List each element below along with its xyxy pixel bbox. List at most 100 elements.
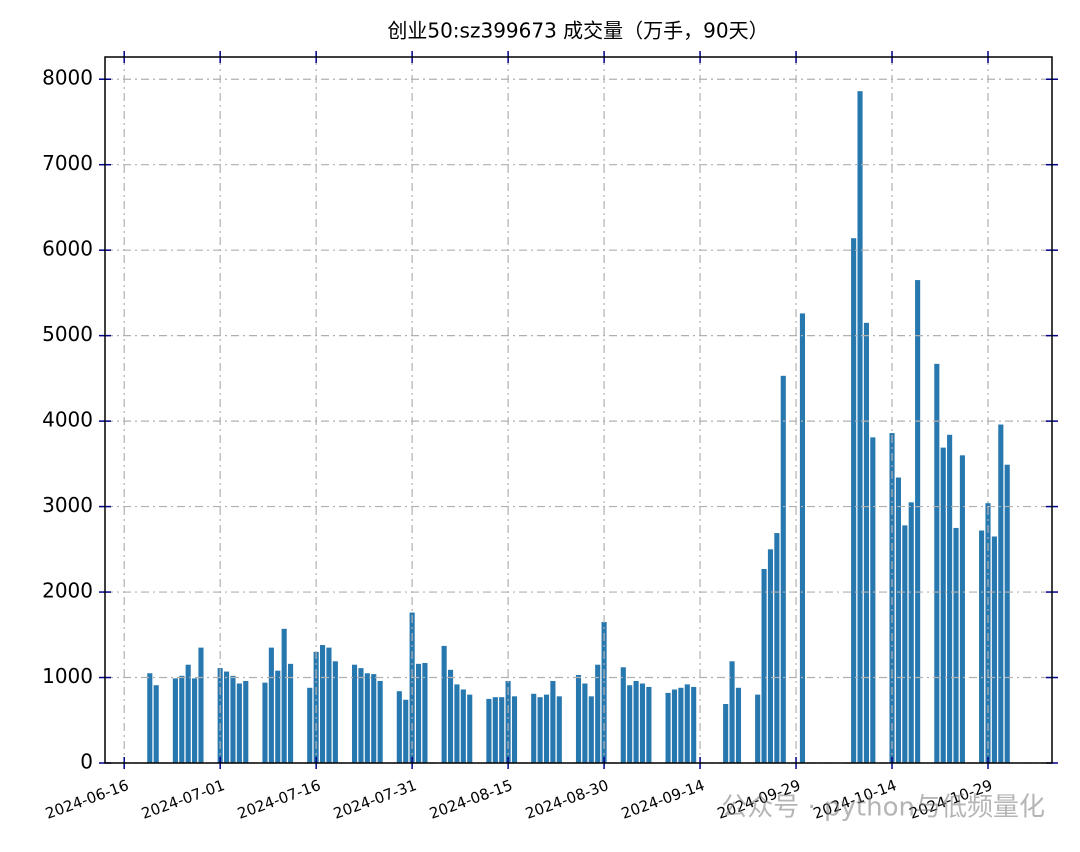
bar xyxy=(953,527,959,763)
bar xyxy=(396,691,402,763)
bar xyxy=(531,693,537,763)
bar xyxy=(319,645,326,763)
bar xyxy=(556,696,562,763)
x-tick-label: 2024-07-01 xyxy=(139,776,227,823)
y-tick-label: 8000 xyxy=(42,66,93,90)
y-tick-label: 0 xyxy=(80,750,93,774)
bar xyxy=(447,669,454,763)
bar xyxy=(281,628,287,763)
bar xyxy=(902,525,908,763)
bar xyxy=(371,674,377,763)
bar xyxy=(639,683,646,763)
bar xyxy=(627,685,633,763)
bar xyxy=(646,686,652,763)
plot-frame xyxy=(104,56,1053,764)
bar xyxy=(351,664,358,763)
bar xyxy=(403,699,409,763)
bar xyxy=(940,447,946,763)
bar xyxy=(243,680,249,763)
bar xyxy=(192,678,198,763)
bar xyxy=(979,530,985,763)
x-tick-label: 2024-08-30 xyxy=(523,776,611,823)
bar xyxy=(1004,464,1010,763)
bar xyxy=(537,697,543,763)
bar xyxy=(236,683,242,763)
bar xyxy=(998,424,1004,763)
bar xyxy=(550,680,556,763)
bar xyxy=(454,684,460,763)
bar xyxy=(198,647,204,763)
y-tick-label: 4000 xyxy=(42,408,93,432)
bar xyxy=(147,673,153,763)
bar xyxy=(799,313,806,763)
bar xyxy=(326,647,332,763)
bar xyxy=(780,375,786,763)
bar xyxy=(153,685,159,763)
bar xyxy=(307,687,313,763)
bar xyxy=(364,673,370,763)
bar xyxy=(422,662,428,763)
chart-title: 创业50:sz399673 成交量（万手，90天） xyxy=(387,19,768,43)
bar xyxy=(492,697,498,763)
bar xyxy=(262,682,268,763)
bar xyxy=(857,91,863,764)
bar xyxy=(172,678,178,763)
bar xyxy=(761,568,767,763)
bar xyxy=(684,684,690,763)
bar xyxy=(179,675,185,763)
y-tick-label: 1000 xyxy=(42,664,93,688)
bar xyxy=(230,675,236,763)
bar xyxy=(275,670,281,763)
bar xyxy=(460,689,466,763)
bar xyxy=(415,663,422,763)
bar xyxy=(991,536,997,763)
x-tick-label: 2024-07-16 xyxy=(235,776,323,823)
bar xyxy=(915,280,921,763)
bar xyxy=(582,683,588,763)
bar xyxy=(588,696,594,763)
bar xyxy=(678,687,684,763)
x-tick-label: 2024-08-15 xyxy=(427,776,515,823)
bar xyxy=(543,694,550,763)
bar xyxy=(288,663,294,763)
bar xyxy=(671,689,678,763)
bar xyxy=(486,698,492,763)
bar xyxy=(691,686,697,763)
bar xyxy=(441,645,447,763)
bar xyxy=(851,238,857,763)
y-tick-label: 3000 xyxy=(42,493,93,517)
bar xyxy=(358,668,364,763)
watermark: 公众号 · python与低频量化 xyxy=(721,793,1045,823)
bar xyxy=(217,668,223,763)
bar xyxy=(505,680,511,763)
x-tick-label: 2024-09-14 xyxy=(619,776,707,823)
bar xyxy=(767,549,774,763)
bar xyxy=(908,502,914,763)
y-tick-label: 7000 xyxy=(42,151,93,175)
bar xyxy=(665,692,671,763)
bar xyxy=(723,704,729,763)
bar xyxy=(934,363,940,763)
bar xyxy=(959,455,965,763)
bar xyxy=(863,322,869,763)
bar xyxy=(224,671,230,763)
bar xyxy=(377,680,383,763)
bar xyxy=(185,664,191,763)
y-tick-label: 5000 xyxy=(42,322,93,346)
bar xyxy=(735,687,742,763)
bar xyxy=(895,477,901,763)
bar xyxy=(870,437,876,763)
y-tick-label: 2000 xyxy=(42,579,93,603)
bar xyxy=(575,674,582,763)
bar xyxy=(947,434,953,763)
bar xyxy=(755,694,761,763)
bar xyxy=(467,694,473,763)
bar xyxy=(620,667,626,763)
x-tick-label: 2024-06-16 xyxy=(43,776,131,823)
bar xyxy=(633,680,639,763)
bar xyxy=(511,696,518,763)
bar xyxy=(729,661,735,763)
bar xyxy=(268,647,274,763)
x-tick-label: 2024-07-31 xyxy=(331,776,419,823)
